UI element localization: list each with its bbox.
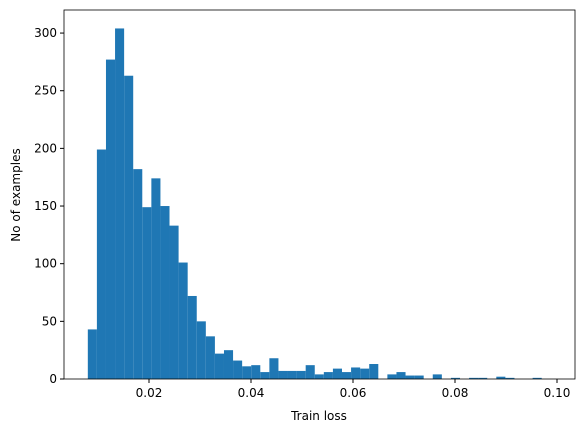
y-tick-label: 50 [42, 314, 57, 328]
x-tick-label: 0.04 [238, 386, 265, 400]
y-tick-label: 100 [34, 257, 57, 271]
bar [105, 59, 116, 379]
x-tick-label: 0.06 [340, 386, 367, 400]
bar [278, 370, 288, 379]
y-tick-label: 0 [49, 372, 57, 386]
bar [469, 377, 479, 379]
bar [287, 370, 297, 379]
bar [387, 374, 397, 379]
bar [341, 372, 352, 379]
bar [414, 375, 424, 379]
y-axis-label: No of examples [9, 148, 23, 241]
bar [332, 368, 342, 379]
y-tick-label: 150 [34, 199, 57, 213]
bar [169, 225, 179, 379]
bar [214, 353, 224, 379]
x-tick-label: 0.02 [136, 386, 163, 400]
x-axis-label: Train loss [290, 409, 347, 423]
bar [360, 368, 370, 379]
bar [96, 149, 106, 379]
bar [124, 75, 134, 380]
bar [532, 377, 542, 379]
bar [233, 360, 243, 379]
plot-frame [63, 9, 576, 380]
bar [251, 365, 261, 379]
bar [142, 207, 152, 379]
y-tick-label: 200 [34, 141, 57, 155]
bar [450, 377, 460, 379]
x-tick-label: 0.08 [442, 386, 469, 400]
bar [269, 358, 279, 379]
bar [496, 376, 506, 379]
bar [87, 329, 97, 379]
bar [505, 377, 515, 379]
bar [151, 178, 161, 379]
bar [351, 367, 361, 379]
bar [396, 372, 406, 379]
bar [187, 295, 197, 379]
bar [296, 370, 306, 379]
bar [178, 262, 188, 379]
bar [314, 374, 324, 379]
bar [305, 365, 315, 379]
bar [115, 28, 125, 379]
bar [260, 372, 270, 379]
bar [323, 372, 333, 379]
bar [478, 377, 488, 379]
y-tick-label: 250 [34, 84, 57, 98]
bar [205, 336, 215, 379]
bar [405, 375, 415, 379]
y-tick-label: 300 [34, 26, 57, 40]
bar [160, 206, 170, 379]
bar [242, 366, 252, 379]
x-tick-label: 0.10 [544, 386, 571, 400]
bar [196, 321, 206, 379]
bar [133, 169, 143, 379]
bar [369, 364, 379, 379]
bar [432, 374, 442, 379]
bar [223, 350, 234, 379]
